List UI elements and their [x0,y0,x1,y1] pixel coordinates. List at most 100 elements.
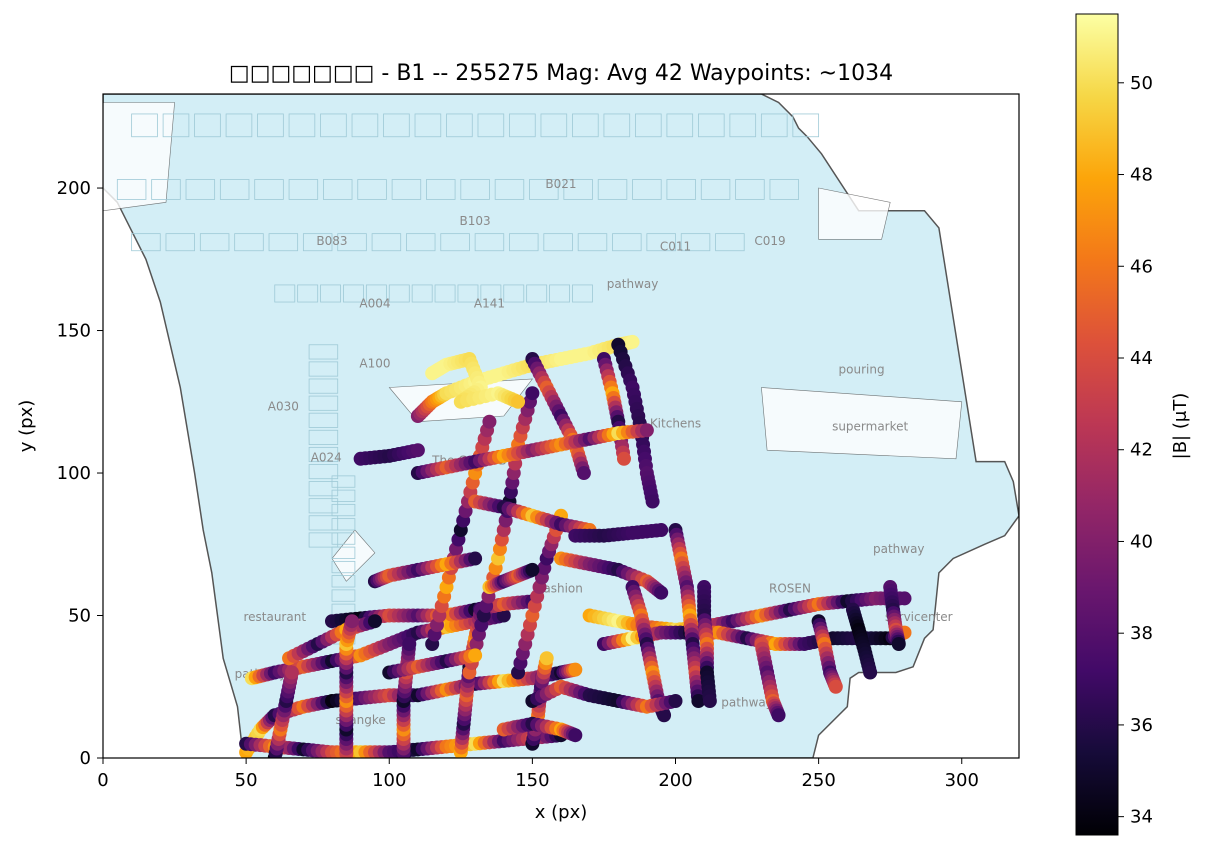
room-block [131,233,161,252]
room-block [577,233,608,252]
scatter-point [345,614,360,629]
scatter-point [863,665,878,680]
room-block [729,113,757,138]
room-block [331,489,356,502]
scatter-point [367,614,382,629]
room-block [331,546,356,559]
room-block [666,113,694,138]
room-block [480,284,502,303]
room-block [388,284,410,303]
room-block [509,233,539,252]
room-block [457,284,479,303]
room-label: ROSEN [769,582,811,596]
room-label: A100 [359,357,390,371]
room-block [700,179,731,200]
room-block [612,233,642,252]
room-label: B021 [545,177,576,191]
room-block [308,464,339,480]
scatter-point [691,694,706,709]
scatter-point [468,551,483,566]
colorbar-tick-label: 34 [1130,807,1153,828]
scatter-point [525,386,540,401]
colorbar-tick-label: 48 [1130,165,1153,186]
colorbar-tick-label: 38 [1130,623,1153,644]
scatter-point [468,648,483,663]
room-block [760,113,788,138]
room-block [219,179,250,200]
room-block [792,113,820,138]
room-block [365,284,387,303]
room-block [331,475,356,488]
room-block [254,179,284,200]
scatter-point [897,591,912,606]
room-block [529,179,559,200]
room-label: pouring [839,362,885,376]
room-block [151,179,181,200]
colorbar-ticks: 34 36 38 40 42 44 46 48 50 [1118,73,1153,828]
room-label: pathway [607,277,659,291]
scatter-point [654,585,669,600]
scatter-point [828,679,843,694]
room-block [383,113,410,138]
room-block [131,113,158,138]
room-block [406,233,436,252]
room-block [680,233,711,252]
room-block [735,179,765,200]
room-block [308,412,339,428]
room-block [543,233,573,252]
room-block [308,446,339,463]
room-block [635,113,662,138]
floorplan-void [818,187,891,240]
x-tick-label: 150 [515,770,549,791]
scatter-point [654,523,669,538]
room-block [308,481,339,497]
scatter-point [511,394,526,409]
floorplan-void [761,387,963,460]
room-block [331,575,356,588]
x-axis-ticks: 0 50 100 150 200 250 300 [97,758,979,791]
room-label: pathway [873,542,925,556]
room-block [572,113,599,138]
room-block [331,532,356,545]
room-label: A024 [311,451,342,465]
scatter-point [410,443,425,458]
room-block [597,179,628,200]
room-block [343,284,364,303]
room-block [540,113,568,138]
floorplan-void [331,529,376,582]
room-block [165,233,196,252]
y-tick-label: 100 [57,463,91,484]
scatter-point [568,728,583,743]
room-block [308,429,339,445]
room-block [320,113,347,138]
y-tick-label: 50 [68,606,91,627]
scatter-point [568,662,583,677]
room-block [474,233,505,252]
room-block [308,344,339,360]
room-block [460,179,490,200]
room-block [715,233,745,252]
room-block [331,518,356,531]
room-block [698,113,725,138]
room-block [434,284,456,303]
room-block [411,284,433,303]
y-tick-label: 150 [57,321,91,342]
chart-title: □□□□□□□ - B1 -- 255275 Mag: Avg 42 Waypo… [229,61,893,86]
room-block [526,284,548,303]
room-block [414,113,442,138]
room-block [357,179,387,200]
colorbar-tick-label: 44 [1130,348,1153,369]
y-tick-label: 200 [57,178,91,199]
room-block [632,179,662,200]
room-block [320,284,341,303]
room-block [509,113,536,138]
room-block [440,233,470,252]
room-block [116,179,147,200]
scatter-point [657,708,672,723]
room-label: restaurant [243,610,306,624]
room-block [769,179,799,200]
x-tick-label: 50 [235,770,258,791]
scatter-point [525,562,540,577]
room-block [323,179,353,200]
